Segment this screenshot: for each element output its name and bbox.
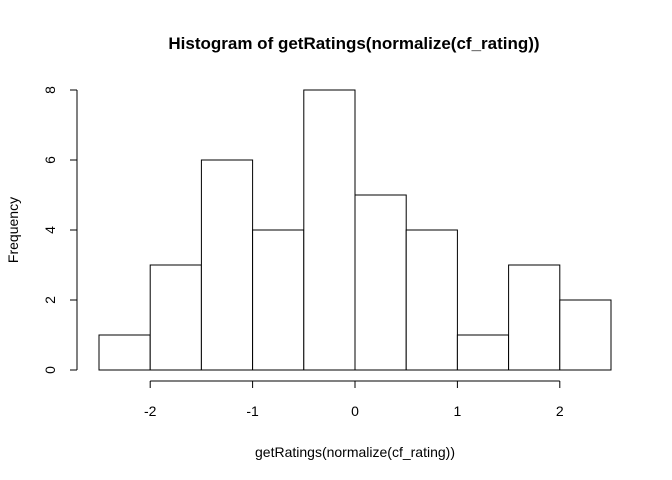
x-tick-label: 1 bbox=[454, 403, 462, 419]
histogram-bar bbox=[252, 229, 305, 371]
y-axis-label: Frequency bbox=[5, 197, 21, 263]
histogram-bar bbox=[405, 229, 458, 371]
y-tick-label: 0 bbox=[42, 366, 58, 374]
x-tick-label: 0 bbox=[351, 403, 359, 419]
histogram-bar bbox=[98, 334, 151, 371]
x-axis-label: getRatings(normalize(cf_rating)) bbox=[255, 444, 455, 460]
chart-title: Histogram of getRatings(normalize(cf_rat… bbox=[168, 34, 539, 53]
y-tick-label: 6 bbox=[42, 156, 58, 164]
histogram-bar bbox=[303, 89, 356, 371]
histogram-bar bbox=[200, 159, 254, 371]
histogram-bar bbox=[456, 334, 510, 371]
x-tick-label: -1 bbox=[246, 403, 259, 419]
bars-group bbox=[98, 89, 612, 371]
histogram-bar bbox=[559, 299, 612, 371]
histogram-bar bbox=[508, 264, 561, 371]
y-tick-label: 8 bbox=[42, 86, 58, 94]
x-axis: -2 -1 0 1 2 bbox=[144, 380, 564, 419]
histogram-bar bbox=[149, 264, 202, 371]
histogram-bar bbox=[354, 194, 407, 371]
y-tick-label: 2 bbox=[42, 296, 58, 304]
y-tick-label: 4 bbox=[42, 226, 58, 234]
x-tick-label: 2 bbox=[556, 403, 564, 419]
x-tick-label: -2 bbox=[144, 403, 157, 419]
y-axis: 0 2 4 6 8 bbox=[42, 86, 78, 374]
